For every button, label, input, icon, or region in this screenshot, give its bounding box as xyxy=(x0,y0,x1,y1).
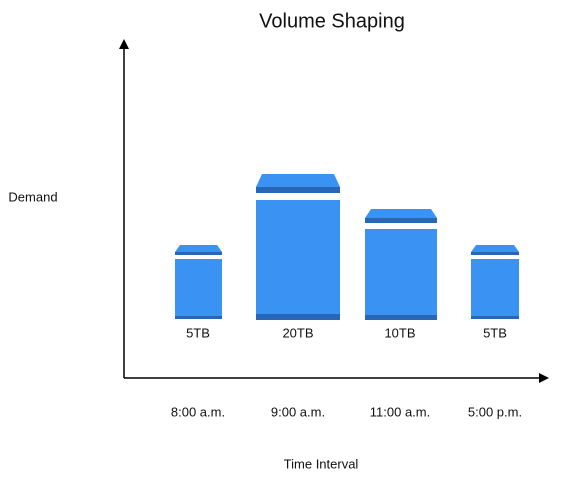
icon-body xyxy=(365,229,437,315)
time-label: 8:00 a.m. xyxy=(171,404,225,419)
icons xyxy=(175,174,519,320)
icon-cap xyxy=(471,245,519,252)
icon-body xyxy=(256,200,340,314)
storage-icon xyxy=(175,245,222,319)
icon-stripe xyxy=(471,252,519,255)
icon-base xyxy=(471,316,519,319)
icon-base xyxy=(365,315,437,320)
icon-cap xyxy=(175,245,222,252)
icon-body xyxy=(175,259,222,316)
title: Volume Shaping xyxy=(259,10,405,32)
icon-base xyxy=(256,314,340,320)
storage-icon xyxy=(256,174,340,320)
time-label: 11:00 a.m. xyxy=(370,404,430,419)
volume-label: 20TB xyxy=(282,325,313,340)
storage-icon xyxy=(365,209,437,320)
storage-icon xyxy=(471,245,519,319)
volume-label: 5TB xyxy=(186,325,210,340)
icon-cap xyxy=(365,209,437,218)
icon-base xyxy=(175,316,222,319)
volume-label: 5TB xyxy=(483,325,507,340)
volume-label: 10TB xyxy=(384,325,415,340)
icon-body xyxy=(471,259,519,316)
time-label: 9:00 a.m. xyxy=(271,404,325,419)
icon-cap xyxy=(256,174,340,187)
icon-stripe xyxy=(175,252,222,255)
time-label: 5:00 p.m. xyxy=(468,404,522,419)
x-axis-label: Time Interval xyxy=(284,456,359,471)
y-axis-label: Demand xyxy=(8,189,57,204)
icon-stripe xyxy=(256,187,340,193)
icon-stripe xyxy=(365,218,437,223)
